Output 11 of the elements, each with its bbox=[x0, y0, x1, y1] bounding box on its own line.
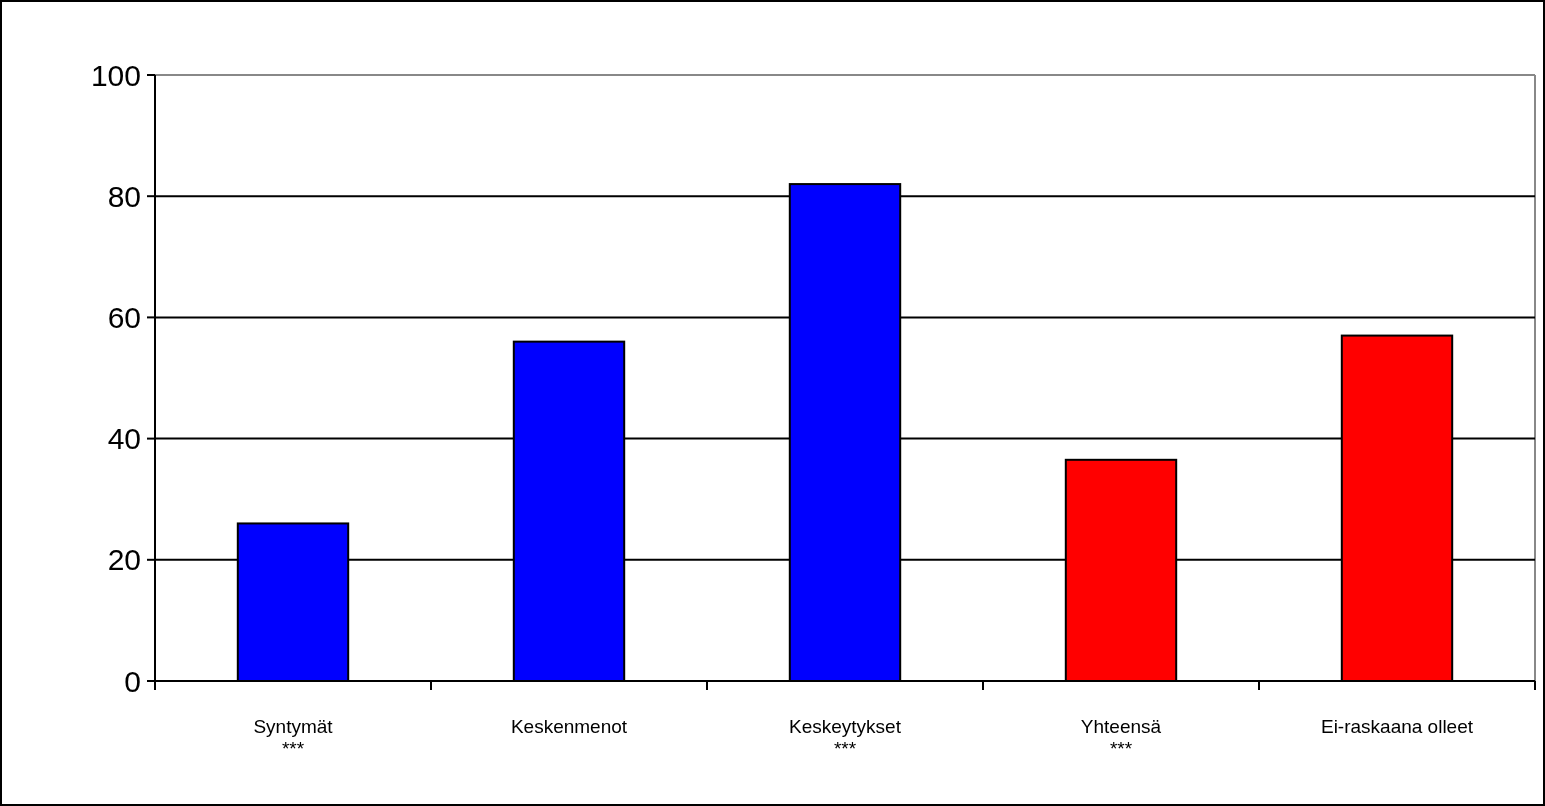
x-tick-label: Keskenmenot bbox=[510, 716, 628, 737]
x-tick-label: Syntymät *** bbox=[253, 716, 334, 759]
y-tick-label: 60 bbox=[107, 300, 141, 334]
x-tick-label: Yhteensä *** bbox=[1080, 716, 1162, 759]
y-tick-label: 0 bbox=[124, 664, 141, 698]
y-tick-label: 80 bbox=[107, 179, 141, 213]
x-tick-label: Keskeytykset *** bbox=[789, 716, 902, 759]
y-tick-label: 100 bbox=[90, 58, 141, 92]
x-tick-label: Ei-raskaana olleet bbox=[1320, 716, 1474, 737]
y-tick-label: 40 bbox=[107, 422, 141, 456]
y-tick-label: 20 bbox=[107, 543, 141, 577]
